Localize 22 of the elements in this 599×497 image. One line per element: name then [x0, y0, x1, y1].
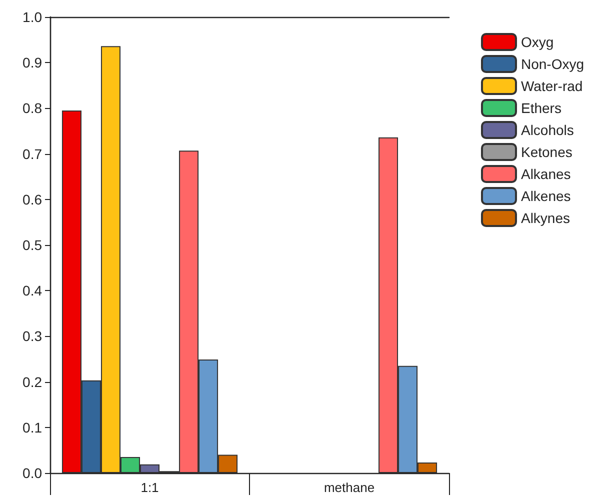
y-tick-label: 0.9: [22, 54, 42, 71]
y-tick-label: 0.2: [22, 374, 42, 390]
legend-label: Oxyg: [520, 34, 554, 50]
legend-label: Ethers: [520, 100, 562, 116]
y-tick-label: 0.6: [22, 191, 42, 208]
legend-label: Alkynes: [520, 210, 570, 226]
legend-label: Alcohols: [520, 122, 574, 138]
legend-label: Alkenes: [520, 188, 571, 204]
x-tick-label: methane: [324, 480, 375, 495]
legend-label: Water-rad: [520, 78, 583, 94]
y-tick-label: 1.0: [22, 9, 42, 25]
x-tick-label: 1:1: [140, 480, 159, 495]
y-tick-label: 0.0: [22, 465, 42, 481]
y-tick-label: 0.8: [22, 100, 42, 116]
y-tick-label: 0.3: [22, 328, 42, 344]
y-tick-label: 0.7: [22, 146, 42, 162]
legend-label: Alkanes: [520, 166, 571, 182]
y-tick-label: 0.1: [22, 419, 42, 436]
legend-label: Non-Oxyg: [520, 56, 584, 72]
y-tick-label: 0.5: [22, 237, 42, 253]
y-tick-label: 0.4: [22, 282, 42, 299]
legend-label: Ketones: [520, 144, 572, 160]
